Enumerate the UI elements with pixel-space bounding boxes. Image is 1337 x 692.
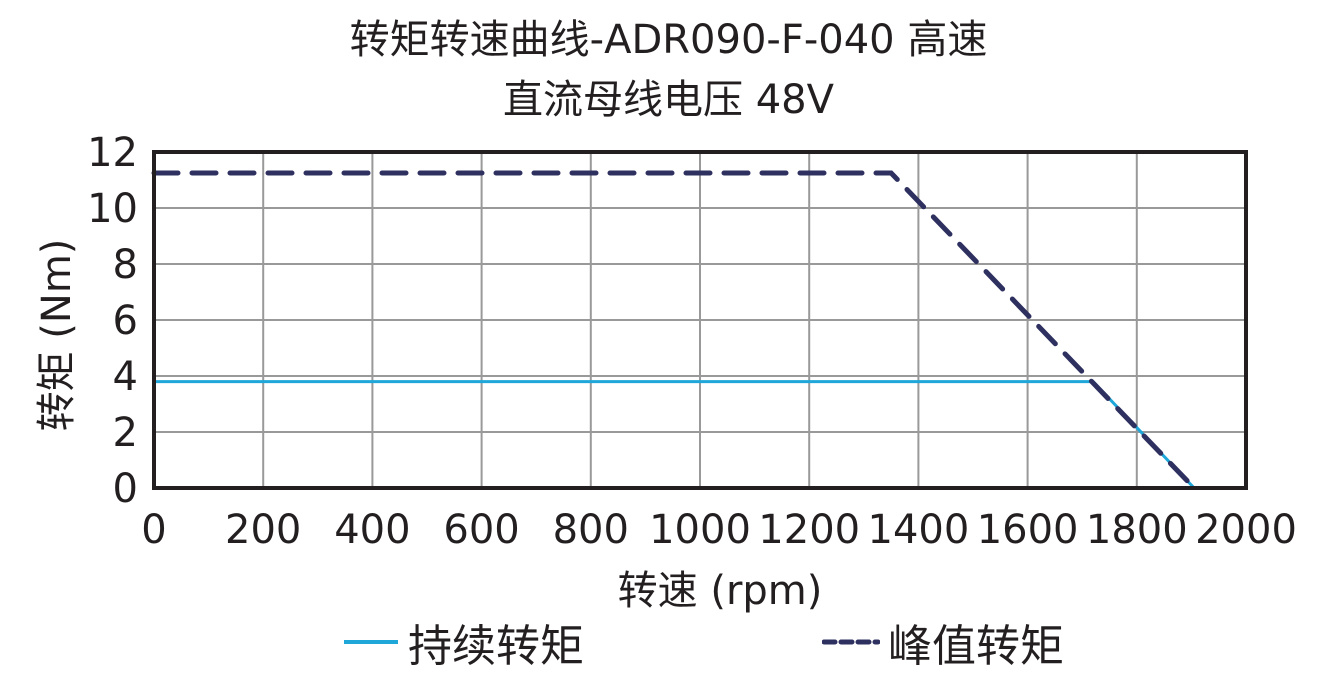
legend-solid-line-icon	[344, 640, 398, 644]
grid-lines	[153, 151, 1247, 489]
x-tick-label: 0	[141, 507, 166, 553]
x-axis-label: 转速 (rpm)	[618, 568, 823, 614]
x-tick-label: 1400	[868, 507, 970, 553]
x-axis-ticks: 0 200 400 600 800 1000 1200 1400 1600 1800 2000	[141, 507, 1297, 553]
y-tick-label: 4	[113, 354, 138, 400]
chart-title-line1: 转矩转速曲线-ADR090-F-040 高速	[349, 17, 988, 63]
x-tick-label: 200	[225, 507, 301, 553]
legend-dashed-line-icon	[822, 639, 880, 645]
data-series	[151, 170, 1197, 491]
legend-label-peak: 峰值转矩	[888, 621, 1064, 672]
legend-label-continuous: 持续转矩	[408, 621, 584, 672]
y-tick-label: 0	[113, 466, 138, 512]
x-tick-label: 400	[334, 507, 410, 553]
y-axis-label: 转矩 (Nm)	[34, 239, 80, 432]
x-tick-label: 1600	[977, 507, 1079, 553]
peak-torque-line	[151, 170, 1197, 491]
legend-item-peak: 峰值转矩	[822, 614, 1064, 672]
legend-item-continuous: 持续转矩	[342, 614, 584, 672]
plot-frame	[152, 150, 1248, 490]
x-tick-label: 1000	[649, 507, 751, 553]
x-tick-label: 1800	[1086, 507, 1188, 553]
y-tick-label: 12	[87, 130, 138, 176]
x-tick-label: 600	[443, 507, 519, 553]
continuous-torque-line	[154, 380, 1196, 490]
y-tick-label: 2	[113, 410, 138, 456]
chart-title-line2: 直流母线电压 48V	[503, 77, 834, 123]
y-tick-label: 8	[113, 242, 138, 288]
x-tick-label: 1200	[758, 507, 860, 553]
x-tick-label: 2000	[1195, 507, 1297, 553]
y-tick-label: 6	[113, 298, 138, 344]
x-tick-label: 800	[553, 507, 629, 553]
y-tick-label: 10	[87, 186, 138, 232]
y-axis-ticks: 0 2 4 6 8 10 12	[87, 130, 138, 512]
